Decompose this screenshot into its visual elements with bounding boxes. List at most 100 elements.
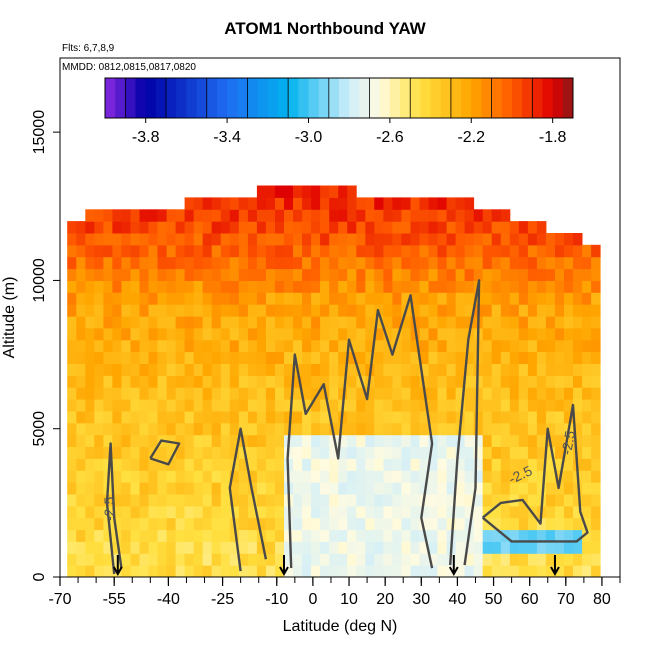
colorbar-swatch [247, 78, 258, 118]
heatmap-cell [455, 280, 466, 293]
heatmap-cell [410, 434, 420, 447]
heatmap-cell [392, 553, 402, 566]
heatmap-cell [591, 505, 601, 519]
heatmap-cell [302, 470, 312, 483]
heatmap-cell [275, 422, 285, 436]
heatmap-cell [311, 458, 321, 471]
heatmap-cell [265, 256, 276, 270]
heatmap-cell [211, 209, 222, 222]
heatmap-cell [446, 304, 457, 317]
heatmap-cell [220, 458, 231, 471]
heatmap-cell [67, 363, 77, 376]
heatmap-cell [229, 375, 240, 388]
heatmap-cell [85, 209, 95, 222]
heatmap-cell [184, 553, 195, 566]
heatmap-cell [446, 458, 457, 471]
heatmap-cell [527, 316, 538, 329]
heatmap-cell [365, 209, 375, 222]
heatmap-cell [401, 529, 411, 542]
heatmap-cell [320, 422, 330, 436]
heatmap-cell [428, 375, 438, 388]
heatmap-cell [320, 541, 330, 554]
heatmap-cell [94, 327, 104, 341]
heatmap-cell [67, 422, 77, 436]
heatmap-cell [338, 304, 348, 317]
colorbar-swatch [166, 78, 177, 118]
heatmap-cell [410, 470, 420, 483]
heatmap-cell [211, 410, 222, 424]
heatmap-cell [555, 363, 565, 376]
heatmap-cell [491, 482, 502, 495]
heatmap-cell [175, 505, 186, 519]
heatmap-cell [229, 292, 240, 305]
heatmap-cell [356, 565, 366, 578]
heatmap-cell [284, 256, 294, 270]
heatmap-cell [175, 268, 186, 281]
heatmap-cell [130, 470, 140, 483]
heatmap-cell [148, 268, 158, 281]
heatmap-cell [591, 529, 601, 542]
heatmap-cell [103, 387, 113, 400]
heatmap-cell [527, 446, 538, 459]
heatmap-cell [392, 410, 402, 424]
heatmap-cell [428, 505, 438, 519]
heatmap-cell [247, 458, 258, 471]
heatmap-cell [247, 209, 258, 222]
heatmap-cell [464, 399, 475, 412]
heatmap-cell [94, 482, 104, 495]
heatmap-cell [591, 292, 601, 305]
heatmap-cell [446, 363, 457, 376]
heatmap-cell [311, 410, 321, 424]
flight-marker-arrow [112, 555, 123, 577]
heatmap-cell [157, 304, 167, 317]
heatmap-cell [428, 221, 438, 234]
heatmap-cell [184, 209, 195, 222]
heatmap-cell [555, 434, 565, 447]
heatmap-cell [545, 529, 556, 542]
heatmap-cell [256, 470, 267, 483]
heatmap-cell [112, 494, 122, 507]
heatmap-cell [437, 363, 447, 376]
heatmap-cell [564, 339, 574, 353]
heatmap-cell [464, 565, 475, 578]
heatmap-cell [545, 363, 556, 376]
heatmap-cell [338, 292, 348, 305]
heatmap-cell [220, 422, 231, 436]
heatmap-cell [536, 482, 547, 495]
heatmap-cell [374, 351, 384, 364]
heatmap-cell [482, 482, 493, 495]
heatmap-cell [573, 339, 583, 353]
heatmap-cell [85, 256, 95, 270]
heatmap-cell [238, 197, 249, 210]
heatmap-cell [365, 422, 375, 436]
heatmap-cell [329, 197, 339, 210]
heatmap-cell [482, 221, 493, 234]
heatmap-cell [536, 256, 547, 270]
heatmap-cell [473, 387, 484, 400]
heatmap-cell [338, 244, 348, 258]
heatmap-cell [202, 268, 213, 281]
heatmap-cell [401, 494, 411, 507]
heatmap-cell [347, 363, 357, 376]
colorbar-swatch [155, 78, 167, 118]
heatmap-cell [94, 233, 104, 246]
heatmap-cell [329, 268, 339, 281]
heatmap-cell [410, 339, 420, 353]
heatmap-cell [238, 209, 249, 222]
heatmap-cell [247, 505, 258, 519]
heatmap-cell [256, 505, 267, 519]
heatmap-cell [238, 256, 249, 270]
heatmap-cell [564, 375, 574, 388]
heatmap-cell [148, 375, 158, 388]
heatmap-cell [275, 529, 285, 542]
heatmap-cell [76, 482, 86, 495]
heatmap-cell [103, 221, 113, 234]
heatmap-cell [410, 375, 420, 388]
heatmap-cell [338, 529, 348, 542]
heatmap-cell [247, 422, 258, 436]
heatmap-cell [67, 375, 77, 388]
heatmap-cell [509, 387, 520, 400]
heatmap-cell [564, 446, 574, 459]
heatmap-cell [482, 517, 493, 531]
heatmap-cell [94, 221, 104, 234]
